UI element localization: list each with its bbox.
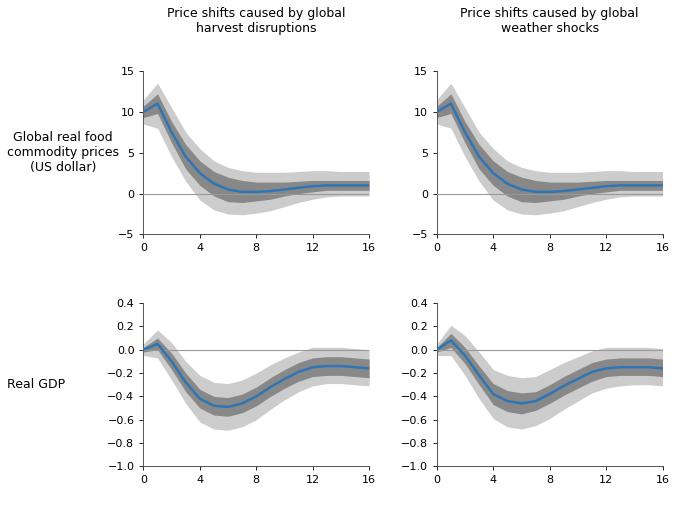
Text: Real GDP: Real GDP [7, 378, 65, 391]
Text: Global real food
commodity prices
(US dollar): Global real food commodity prices (US do… [7, 131, 119, 174]
Text: Price shifts caused by global
harvest disruptions: Price shifts caused by global harvest di… [167, 8, 346, 35]
Text: Price shifts caused by global
weather shocks: Price shifts caused by global weather sh… [460, 8, 639, 35]
